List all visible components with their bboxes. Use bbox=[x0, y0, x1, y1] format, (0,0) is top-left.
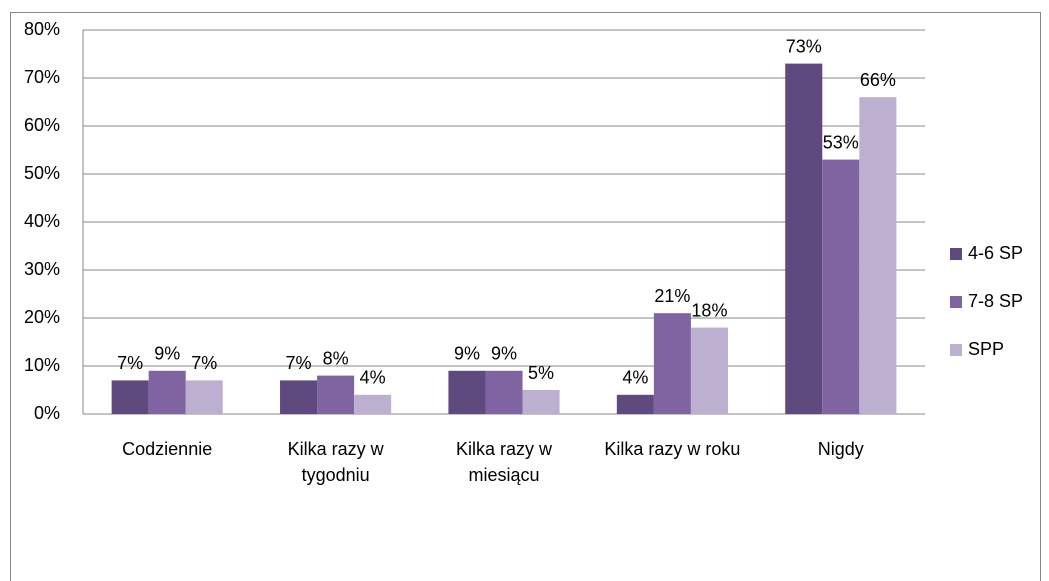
bar bbox=[690, 327, 728, 414]
bar bbox=[485, 370, 523, 414]
legend-swatch bbox=[950, 344, 962, 356]
data-label: 7% bbox=[191, 353, 217, 373]
y-tick-label: 20% bbox=[24, 307, 60, 327]
y-tick-label: 80% bbox=[24, 19, 60, 39]
y-tick-label: 30% bbox=[24, 259, 60, 279]
data-label: 4% bbox=[622, 368, 648, 388]
chart-frame bbox=[10, 12, 1041, 581]
data-label: 18% bbox=[691, 300, 727, 320]
data-label: 66% bbox=[860, 70, 896, 90]
data-label: 73% bbox=[786, 36, 822, 56]
data-label: 7% bbox=[286, 353, 312, 373]
legend-label: 4-6 SP bbox=[968, 243, 1023, 263]
x-tick-label: Codziennie bbox=[122, 439, 213, 459]
data-label: 21% bbox=[654, 286, 690, 306]
legend-swatch bbox=[950, 248, 962, 260]
y-tick-label: 60% bbox=[24, 115, 60, 135]
y-tick-label: 70% bbox=[24, 67, 60, 87]
bar bbox=[822, 159, 860, 414]
bar bbox=[785, 63, 823, 414]
x-tick-label: Nigdy bbox=[817, 439, 864, 459]
data-label: 5% bbox=[528, 363, 554, 383]
bar bbox=[354, 394, 392, 414]
data-label: 9% bbox=[154, 344, 180, 364]
x-tick-label: Kilka razy w tygodniu bbox=[287, 439, 384, 485]
data-label: 8% bbox=[323, 348, 349, 368]
data-label: 9% bbox=[454, 344, 480, 364]
bar bbox=[185, 380, 223, 414]
bar bbox=[317, 375, 355, 414]
legend-swatch bbox=[950, 296, 962, 308]
y-tick-label: 10% bbox=[24, 355, 60, 375]
data-label: 9% bbox=[491, 344, 517, 364]
bar bbox=[148, 370, 186, 414]
bar bbox=[616, 394, 654, 414]
legend-label: SPP bbox=[968, 339, 1004, 359]
x-tick-label: Kilka razy w roku bbox=[604, 439, 741, 459]
data-label: 7% bbox=[117, 353, 143, 373]
y-tick-label: 50% bbox=[24, 163, 60, 183]
bar bbox=[653, 313, 691, 414]
x-tick-label: Kilka razy w miesiącu bbox=[455, 439, 553, 485]
legend-label: 7-8 SP bbox=[968, 291, 1023, 311]
y-tick-label: 0% bbox=[34, 403, 60, 423]
bar bbox=[859, 97, 897, 414]
bar bbox=[448, 370, 486, 414]
bar bbox=[522, 390, 560, 414]
bar bbox=[111, 380, 149, 414]
y-tick-label: 40% bbox=[24, 211, 60, 231]
data-label: 4% bbox=[360, 368, 386, 388]
bar bbox=[280, 380, 318, 414]
data-label: 53% bbox=[823, 132, 859, 152]
